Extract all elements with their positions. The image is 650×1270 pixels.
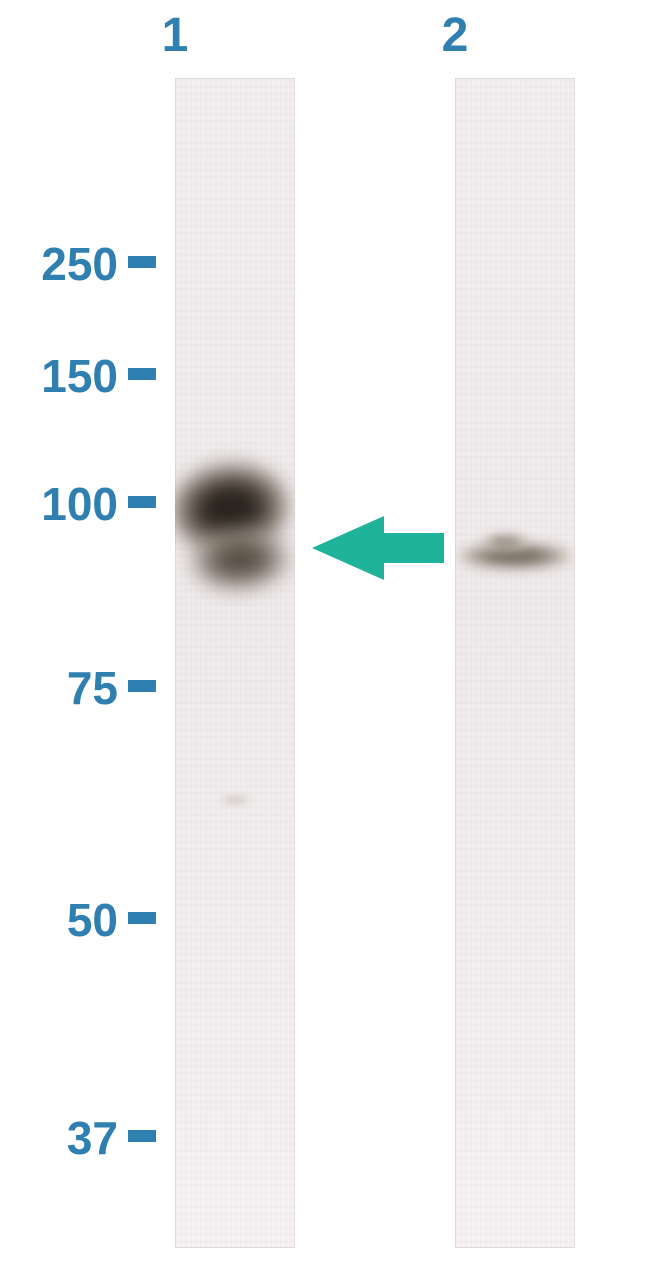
mw-marker-100: 100 [41,477,118,531]
mw-tick-75 [128,680,156,692]
western-blot-figure: 1 2 250 150 100 75 50 37 [0,0,650,1270]
mw-tick-100 [128,496,156,508]
mw-tick-150 [128,368,156,380]
lane-texture [455,78,575,1248]
mw-marker-75: 75 [67,661,118,715]
lane-2 [455,78,575,1248]
arrow-shaft [382,533,444,563]
lane-label-1: 1 [115,8,235,63]
lane-label-2: 2 [395,8,515,63]
mw-tick-50 [128,912,156,924]
mw-marker-250: 250 [41,237,118,291]
mw-tick-37 [128,1130,156,1142]
mw-marker-150: 150 [41,349,118,403]
mw-marker-50: 50 [67,893,118,947]
mw-marker-37: 37 [67,1111,118,1165]
arrow-head-icon [312,516,384,580]
lane-texture [175,78,295,1248]
mw-tick-250 [128,256,156,268]
lane-1 [175,78,295,1248]
